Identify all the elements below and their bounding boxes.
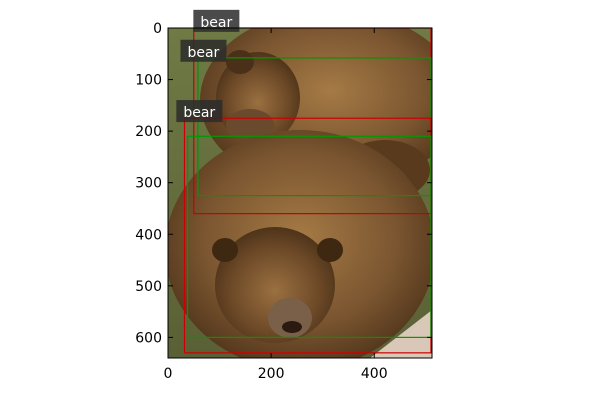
y-tick-label: 0 <box>153 21 162 37</box>
label-tag-background <box>193 9 240 32</box>
x-tick-label: 200 <box>258 366 285 382</box>
x-tick-label: 0 <box>164 366 173 382</box>
y-tick-label: 300 <box>135 176 162 192</box>
detection-labels: bear bear bear <box>176 9 240 123</box>
y-tick-label: 600 <box>135 330 162 346</box>
axes-frame <box>167 27 433 359</box>
label-tag-text: bear <box>183 105 215 121</box>
bounding-box <box>186 135 432 338</box>
bear-photo <box>168 28 432 358</box>
x-axis-ticks: 0 200 400 <box>164 28 388 382</box>
y-tick-label: 200 <box>135 124 162 140</box>
label-tag-background <box>180 39 227 62</box>
y-axis-ticks: 0 100 200 300 400 500 600 <box>135 21 432 346</box>
y-tick-label: 400 <box>135 227 162 243</box>
y-tick-label: 100 <box>135 73 162 89</box>
label-tag-text: bear <box>187 45 219 61</box>
image-axes: 0 200 400 0 100 200 300 400 500 600 <box>135 21 433 382</box>
label-tag: bear <box>193 9 240 32</box>
y-tick-label: 500 <box>135 279 162 295</box>
label-tag-text: bear <box>200 15 232 31</box>
label-tag: bear <box>176 100 223 123</box>
label-tag: bear <box>180 39 227 62</box>
label-tag-background <box>176 100 223 123</box>
x-tick-label: 400 <box>361 366 388 382</box>
